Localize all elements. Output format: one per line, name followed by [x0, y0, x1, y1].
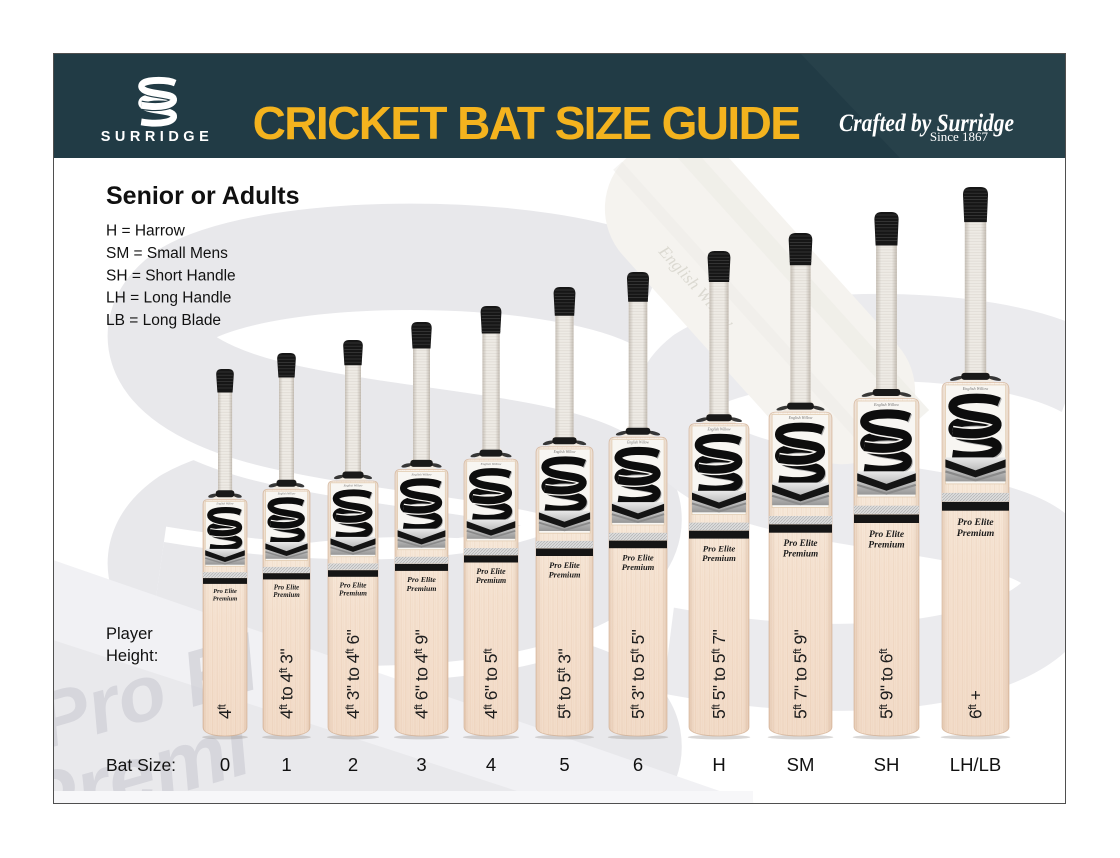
svg-text:6ft​ +: 6ft​ +: [966, 690, 986, 719]
svg-text:H: H: [712, 754, 725, 775]
svg-text:Premium: Premium: [957, 528, 995, 539]
svg-text:SM = Small Mens: SM = Small Mens: [106, 245, 228, 262]
svg-text:English Willow: English Willow: [480, 462, 502, 466]
svg-text:2: 2: [348, 754, 358, 775]
svg-text:English Willow: English Willow: [962, 386, 989, 391]
svg-text:Premium: Premium: [622, 562, 655, 572]
svg-text:5ft​ 9" to 6ft​: 5ft​ 9" to 6ft​: [877, 647, 897, 719]
svg-text:Pro Elite: Pro Elite: [340, 580, 368, 589]
svg-text:Pro Elite: Pro Elite: [869, 530, 905, 540]
svg-text:Pro Elite: Pro Elite: [274, 584, 299, 591]
svg-text:4ft​: 4ft​: [215, 703, 235, 719]
svg-text:English Willow: English Willow: [788, 416, 813, 420]
svg-text:5ft​ 3" to 5ft​ 5": 5ft​ 3" to 5ft​ 5": [628, 629, 648, 719]
svg-text:SH: SH: [874, 754, 900, 775]
svg-text:LH/LB: LH/LB: [950, 754, 1001, 775]
svg-text:5ft​ 7" to 5ft​ 9": 5ft​ 7" to 5ft​ 9": [791, 629, 811, 719]
svg-text:Pro Elite: Pro Elite: [784, 538, 818, 548]
svg-text:Premium: Premium: [407, 584, 437, 593]
svg-text:English Willow: English Willow: [626, 441, 649, 445]
svg-text:Premium: Premium: [549, 570, 581, 579]
svg-text:English Willow: English Willow: [706, 427, 731, 431]
svg-text:Pro Elite: Pro Elite: [476, 567, 506, 576]
svg-text:CRICKET BAT SIZE GUIDE: CRICKET BAT SIZE GUIDE: [253, 97, 800, 149]
svg-text:Player: Player: [106, 625, 153, 643]
svg-text:4ft​ 6" to 4ft​ 9": 4ft​ 6" to 4ft​ 9": [412, 629, 432, 719]
svg-text:English Willow: English Willow: [277, 492, 296, 496]
svg-text:Premium: Premium: [339, 589, 367, 598]
svg-text:SM: SM: [787, 754, 815, 775]
svg-text:Height:: Height:: [106, 647, 158, 665]
svg-text:5ft​ to 5ft​ 3": 5ft​ to 5ft​ 3": [555, 649, 575, 719]
svg-text:Crafted by Surridge: Crafted by Surridge: [839, 110, 1014, 137]
svg-text:English Willow: English Willow: [343, 484, 364, 488]
svg-text:Premium: Premium: [702, 553, 736, 563]
svg-text:5ft​ 5" to 5ft​ 7": 5ft​ 5" to 5ft​ 7": [709, 629, 729, 719]
svg-text:LH = Long Handle: LH = Long Handle: [106, 290, 231, 307]
svg-text:Premium: Premium: [783, 548, 818, 558]
svg-text:SURRIDGE: SURRIDGE: [101, 129, 214, 145]
svg-text:Pro Elite: Pro Elite: [213, 588, 237, 595]
svg-text:5: 5: [559, 754, 569, 775]
svg-text:Bat Size:: Bat Size:: [106, 755, 176, 775]
svg-text:Pro Elite: Pro Elite: [957, 517, 994, 528]
svg-text:English Willow: English Willow: [215, 503, 233, 506]
svg-text:3: 3: [416, 754, 426, 775]
svg-text:Premium: Premium: [273, 592, 300, 599]
svg-text:4ft​ 6" to 5ft​: 4ft​ 6" to 5ft​: [481, 647, 501, 719]
svg-text:1: 1: [281, 754, 291, 775]
svg-text:English Willow: English Willow: [553, 450, 576, 454]
svg-text:SH = Short Handle: SH = Short Handle: [106, 267, 236, 284]
svg-text:Since 1867: Since 1867: [930, 129, 989, 144]
svg-text:LB = Long Blade: LB = Long Blade: [106, 312, 221, 329]
svg-text:English Willow: English Willow: [873, 402, 899, 407]
svg-text:6: 6: [633, 754, 643, 775]
svg-text:0: 0: [220, 754, 230, 775]
svg-text:Pro Elite: Pro Elite: [703, 543, 736, 553]
svg-text:Premium: Premium: [213, 596, 238, 603]
svg-text:Premium: Premium: [868, 541, 904, 551]
svg-text:Senior or Adults: Senior or Adults: [106, 182, 300, 210]
svg-text:Pro Elite: Pro Elite: [622, 553, 654, 563]
svg-text:4: 4: [486, 754, 496, 775]
svg-text:4ft​ to 4ft​ 3": 4ft​ to 4ft​ 3": [277, 649, 297, 719]
svg-text:Premium: Premium: [476, 576, 506, 585]
svg-text:H = Harrow: H = Harrow: [106, 223, 186, 240]
svg-text:Pro Elite: Pro Elite: [549, 561, 580, 570]
svg-text:English Willow: English Willow: [410, 472, 432, 476]
svg-text:Pro Elite: Pro Elite: [407, 575, 436, 584]
svg-text:4ft​ 3" to 4ft​ 6": 4ft​ 3" to 4ft​ 6": [343, 629, 363, 719]
